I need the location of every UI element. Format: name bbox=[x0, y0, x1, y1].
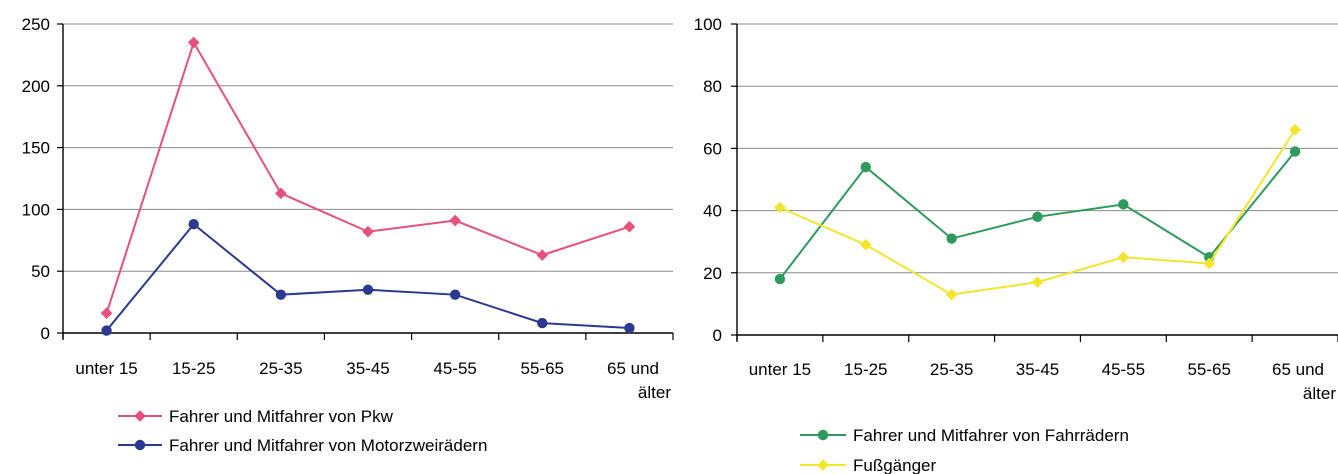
chart-1: 0 50 100 150 200 250 unter 15 15-25 25-35 35-45 45… bbox=[22, 15, 674, 455]
y-tick-label: 80 bbox=[703, 77, 722, 96]
data-point bbox=[362, 284, 374, 295]
legend-label: Fußgänger bbox=[853, 456, 936, 474]
data-point bbox=[1289, 146, 1301, 157]
x-category-label: 35-45 bbox=[346, 359, 389, 378]
legend-marker bbox=[817, 429, 829, 441]
data-point bbox=[537, 317, 548, 329]
data-point bbox=[101, 325, 112, 336]
data-point bbox=[188, 219, 199, 230]
legend-marker bbox=[134, 439, 146, 451]
x-category-label: 45-55 bbox=[1102, 360, 1145, 379]
data-point bbox=[1289, 123, 1301, 136]
data-point bbox=[860, 161, 871, 173]
data-point bbox=[536, 249, 549, 261]
data-point bbox=[859, 239, 872, 251]
data-point bbox=[1032, 211, 1043, 223]
y-tick-label: 20 bbox=[703, 264, 722, 283]
legend-label: Fahrer und Mitfahrer von Motorzweirädern bbox=[169, 436, 487, 455]
x-category-label: älter bbox=[1303, 384, 1336, 403]
data-point bbox=[624, 322, 635, 334]
x-category-label: 55-65 bbox=[521, 359, 564, 378]
data-point bbox=[945, 288, 958, 301]
y-tick-label: 200 bbox=[22, 77, 50, 96]
data-point bbox=[774, 201, 786, 214]
x-category-label: 65 und bbox=[607, 359, 659, 378]
x-category-label: 65 und bbox=[1272, 360, 1324, 379]
series-1 bbox=[774, 146, 1301, 285]
chart-2: 0 20 40 60 80 100 unter 15 15-25 25-35 35-45 45-55… bbox=[694, 15, 1338, 474]
x-category-label: 15-25 bbox=[844, 360, 887, 379]
y-tick-label: 100 bbox=[694, 15, 722, 34]
legend-item: Fahrer und Mitfahrer von Fahrrädern bbox=[800, 426, 1129, 445]
data-point bbox=[774, 273, 786, 285]
legend-item: Fahrer und Mitfahrer von Pkw bbox=[118, 407, 394, 426]
x-category-label: 15-25 bbox=[172, 359, 215, 378]
data-point bbox=[187, 36, 200, 49]
legend-item: Fußgänger bbox=[800, 456, 936, 474]
x-category-label: 55-65 bbox=[1187, 360, 1230, 379]
data-point bbox=[100, 307, 113, 320]
series-line bbox=[105, 40, 630, 314]
y-tick-label: 60 bbox=[703, 139, 722, 158]
data-point bbox=[1031, 276, 1044, 288]
data-point bbox=[1203, 257, 1216, 270]
x-category-label: 45-55 bbox=[433, 359, 476, 378]
data-point bbox=[449, 214, 461, 227]
y-tick-label: 0 bbox=[41, 324, 50, 343]
x-category-label: 25-35 bbox=[259, 359, 302, 378]
data-point bbox=[275, 289, 287, 300]
y-tick-label: 0 bbox=[713, 326, 722, 345]
legend-item: Fahrer und Mitfahrer von Motorzweirädern bbox=[118, 436, 487, 455]
y-tick-label: 250 bbox=[22, 15, 50, 34]
x-category-label: älter bbox=[638, 383, 671, 402]
x-category-label: unter 15 bbox=[749, 360, 811, 379]
legend-marker bbox=[134, 410, 146, 422]
data-point bbox=[449, 289, 461, 300]
series-line bbox=[105, 222, 630, 332]
legend-marker bbox=[817, 459, 829, 471]
data-point bbox=[623, 220, 636, 233]
y-tick-label: 100 bbox=[22, 200, 50, 219]
data-point bbox=[275, 187, 287, 200]
data-point bbox=[1118, 199, 1129, 210]
data-point bbox=[362, 225, 374, 238]
data-point bbox=[946, 233, 957, 244]
x-category-label: 35-45 bbox=[1016, 360, 1059, 379]
data-point bbox=[1117, 251, 1130, 264]
series-2 bbox=[101, 219, 635, 336]
legend-label: Fahrer und Mitfahrer von Fahrrädern bbox=[853, 426, 1129, 445]
y-tick-label: 150 bbox=[22, 139, 50, 158]
series-2 bbox=[774, 123, 1301, 301]
legend-label: Fahrer und Mitfahrer von Pkw bbox=[169, 407, 394, 426]
y-tick-label: 40 bbox=[703, 202, 722, 221]
series-1 bbox=[100, 36, 636, 320]
x-category-label: unter 15 bbox=[75, 359, 137, 378]
x-category-label: 25-35 bbox=[930, 360, 973, 379]
y-tick-label: 50 bbox=[31, 262, 50, 281]
